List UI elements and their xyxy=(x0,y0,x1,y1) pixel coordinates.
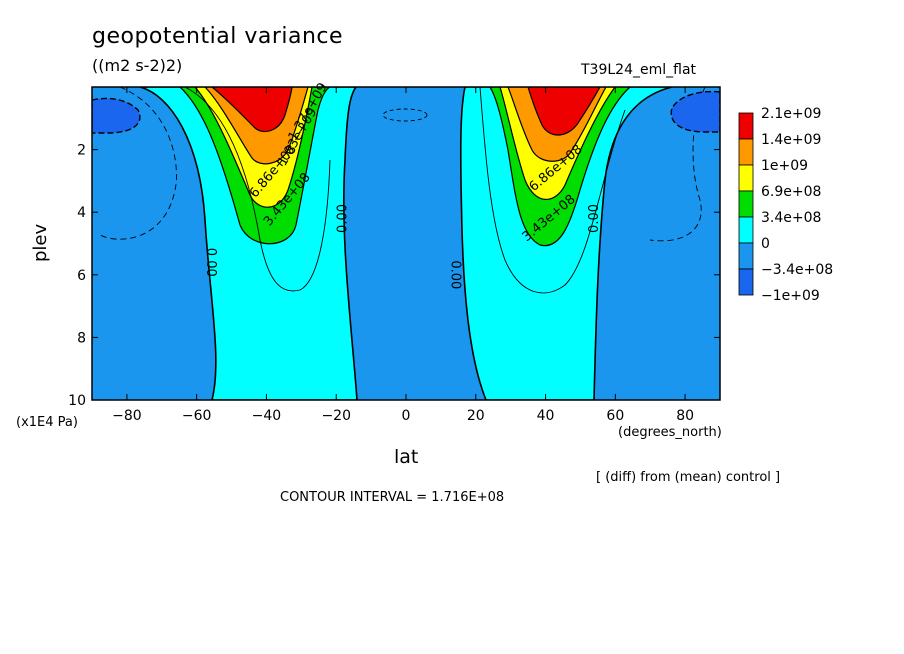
contour-line xyxy=(479,87,626,294)
legend-label: −3.4e+08 xyxy=(761,262,833,278)
contour-label: 0.00 xyxy=(587,204,602,233)
legend-label: 3.4e+08 xyxy=(761,210,821,226)
legend-swatch xyxy=(738,112,754,140)
contour-line-dashed xyxy=(99,87,177,240)
contour-field xyxy=(92,87,720,400)
legend-swatch xyxy=(738,190,754,218)
legend-label: 6.9e+08 xyxy=(761,184,821,200)
diff-note: [ (diff) from (mean) control ] xyxy=(596,470,781,485)
x-axis-units: (degrees_north) xyxy=(618,425,722,440)
y-ticks: 2 4 6 8 10 xyxy=(68,143,720,409)
chart-title: geopotential variance xyxy=(92,24,344,49)
y-tick-label: 8 xyxy=(77,330,86,346)
chart-units: ((m2 s-2)2) xyxy=(92,56,183,75)
x-ticks: −80 −60 −40 −20 0 20 40 60 80 xyxy=(112,87,694,424)
run-label: T39L24_eml_flat xyxy=(581,62,697,78)
contour-interval: CONTOUR INTERVAL = 1.716E+08 xyxy=(280,490,505,505)
color-legend: 2.1e+09 1.4e+09 1e+09 6.9e+08 3.4e+08 0 −3.4e+… xyxy=(738,106,833,304)
contour-line xyxy=(184,87,331,292)
contour-fill-deep-negative-right xyxy=(670,90,720,133)
x-tick-label: −60 xyxy=(182,408,212,424)
contour-fill-deep-negative-left xyxy=(92,97,141,134)
contour-line-dashed xyxy=(382,108,428,122)
y-tick-label: 2 xyxy=(77,143,86,159)
x-tick-label: −20 xyxy=(321,408,351,424)
legend-label: 2.1e+09 xyxy=(761,106,821,122)
legend-swatch xyxy=(738,164,754,192)
y-tick-label: 6 xyxy=(77,268,86,284)
y-tick-label: 10 xyxy=(68,393,86,409)
legend-swatch xyxy=(738,268,754,296)
contour-label: 0.00 xyxy=(447,260,462,289)
x-tick-label: 40 xyxy=(537,408,555,424)
legend-label: 1e+09 xyxy=(761,158,808,174)
x-tick-label: 0 xyxy=(402,408,411,424)
x-axis-label: lat xyxy=(394,446,419,468)
legend-label: −1e+09 xyxy=(761,288,820,304)
x-tick-label: 80 xyxy=(676,408,694,424)
x-tick-label: −80 xyxy=(112,408,142,424)
legend-label: 0 xyxy=(761,236,770,252)
legend-swatch xyxy=(738,138,754,166)
legend-swatch xyxy=(738,242,754,270)
legend-swatch xyxy=(738,216,754,244)
contour-label: 0.00 xyxy=(336,204,351,233)
x-tick-label: −40 xyxy=(252,408,282,424)
legend-label: 1.4e+09 xyxy=(761,132,821,148)
x-tick-label: 60 xyxy=(606,408,624,424)
contour-fill-red-left xyxy=(211,87,293,133)
y-axis-units: (x1E4 Pa) xyxy=(16,415,78,430)
x-tick-label: 20 xyxy=(467,408,485,424)
y-tick-label: 4 xyxy=(77,205,86,221)
contour-label: 0.00 xyxy=(203,248,218,277)
contour-fill-red-right xyxy=(527,87,601,136)
